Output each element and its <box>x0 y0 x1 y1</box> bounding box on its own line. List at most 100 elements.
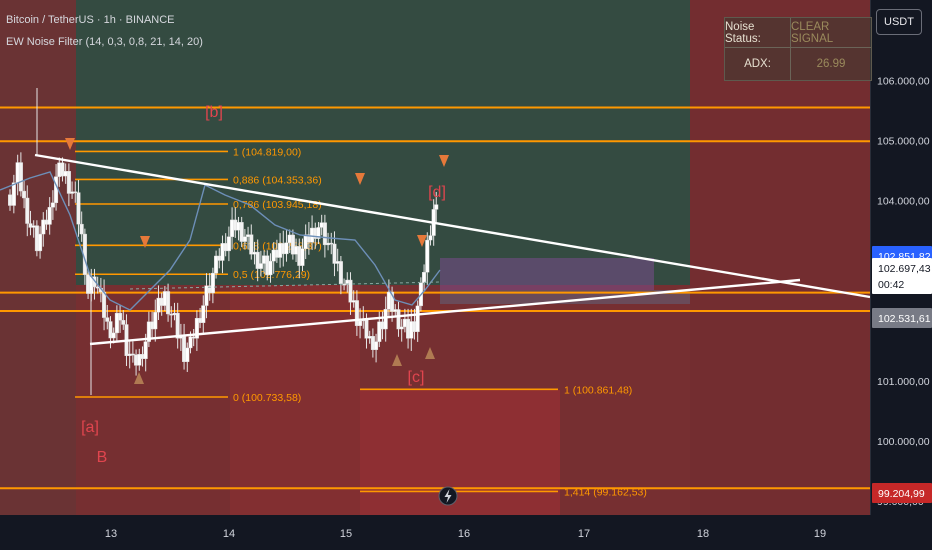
price-tick-label: 104.000,00 <box>877 196 930 208</box>
adx-value: 26.99 <box>816 58 846 70</box>
candle-body <box>434 204 439 210</box>
wave-label: [c] <box>408 369 425 386</box>
currency-button[interactable]: USDT <box>876 9 922 35</box>
candle-body <box>50 202 55 208</box>
candle-body <box>11 182 16 206</box>
candle-body <box>422 272 427 283</box>
candle-body <box>76 192 81 225</box>
candle-body <box>7 194 12 206</box>
buy-signal-marker <box>134 372 144 384</box>
candle-body <box>22 190 27 199</box>
candle-body <box>415 305 420 332</box>
horizontal-levels <box>0 106 870 490</box>
candle-body <box>66 171 71 194</box>
candle-body <box>73 191 78 194</box>
price-tick-label: 106.000,00 <box>877 76 930 88</box>
candle-body <box>166 291 171 315</box>
bullish-zone <box>76 0 690 285</box>
candle-body <box>226 236 231 252</box>
fib-label: 0 (100.733,58) <box>233 392 301 404</box>
darker-zone <box>230 285 360 515</box>
chart-title: Bitcoin / TetherUS · 1h · BINANCE <box>6 14 175 26</box>
candle-body <box>242 236 247 242</box>
candle-body <box>390 291 395 312</box>
time-tick-label: 18 <box>697 528 709 540</box>
wave-label: [b] <box>205 104 223 121</box>
lower-trend-line <box>89 278 801 346</box>
candle-body <box>322 222 327 246</box>
candle-body <box>428 235 433 241</box>
extension-label: 1 (100.861,48) <box>564 384 632 396</box>
candle-body <box>354 300 359 326</box>
candle-body <box>188 336 193 349</box>
bearish-zone <box>690 0 870 515</box>
price-tick-labels: 106.000,00 105.000,00 104.000,00 101.000,00… <box>877 76 930 509</box>
candle-body <box>290 234 295 255</box>
indicator-label[interactable]: EW Noise Filter (14, 0,3, 0,8, 21, 14, 2… <box>6 36 203 48</box>
candle-body <box>396 309 401 330</box>
price-tick-label: 101.000,00 <box>877 376 930 388</box>
candle-body <box>284 242 289 255</box>
candle-body <box>220 243 225 261</box>
price-tick-label: 100.000,00 <box>877 436 930 448</box>
candle-body <box>201 305 206 323</box>
time-tick-label: 14 <box>223 528 235 540</box>
candle-body <box>329 242 334 245</box>
noise-status-label: Noise Status: <box>725 18 791 48</box>
candle-body <box>300 248 305 266</box>
upper-trend-line <box>34 153 871 299</box>
price-badge <box>872 258 932 294</box>
candle-body <box>210 272 215 294</box>
time-tick-label: 16 <box>458 528 470 540</box>
candle-body <box>137 354 142 366</box>
price-tick-label: 105.000,00 <box>877 136 930 148</box>
candle-body <box>146 321 151 342</box>
price-badge-label: 102.697,43 <box>878 263 931 275</box>
candle-body <box>111 332 116 339</box>
candle-body <box>214 255 219 274</box>
candle-body <box>258 263 263 269</box>
sell-signal-marker <box>140 236 150 248</box>
candle-body <box>102 291 107 318</box>
buy-signal-marker <box>425 347 435 359</box>
noise-filter-line <box>0 171 441 311</box>
wave-label: B <box>97 449 108 466</box>
time-tick-labels: 13 14 15 16 17 18 19 <box>105 528 826 540</box>
candle-body <box>332 243 337 264</box>
candle-body <box>348 279 353 303</box>
time-tick-label: 17 <box>578 528 590 540</box>
candle-body <box>204 285 209 306</box>
noise-status-value: CLEAR SIGNAL <box>791 18 871 48</box>
candle-body <box>38 233 43 252</box>
candle-body <box>130 353 135 356</box>
candle-body <box>118 312 123 321</box>
target-zone <box>360 390 560 515</box>
candle-body <box>374 341 379 350</box>
candle-body <box>185 347 190 362</box>
wave-labels: [b] [a] B [c] [d] <box>81 104 446 466</box>
candle-body <box>47 207 52 225</box>
sell-signal-marker <box>439 155 449 167</box>
bearish-zone <box>0 0 76 515</box>
fib-label: 1 (104.819,00) <box>233 146 301 158</box>
candle-body <box>316 227 321 239</box>
time-tick-label: 13 <box>105 528 117 540</box>
candle-body <box>105 317 110 322</box>
trend-lines <box>34 153 871 346</box>
candle-body <box>18 162 23 192</box>
candle-body <box>175 312 180 339</box>
time-axis-bg <box>0 515 932 550</box>
wave-label: [a] <box>81 419 99 436</box>
price-badge <box>872 308 932 328</box>
fib-label: 0,886 (104.353,36) <box>233 174 322 186</box>
price-badge-label: 99.204,99 <box>878 488 925 500</box>
candle-body <box>383 308 388 330</box>
candle-body <box>358 320 363 326</box>
countdown-label: 00:42 <box>878 279 904 291</box>
adx-label: ADX: <box>725 48 791 80</box>
lightning-icon[interactable] <box>438 486 458 506</box>
candle-body <box>268 260 273 276</box>
price-badges: 102.851,82102.697,4300:42102.531,6199.20… <box>872 246 932 503</box>
candle-body <box>364 318 369 339</box>
